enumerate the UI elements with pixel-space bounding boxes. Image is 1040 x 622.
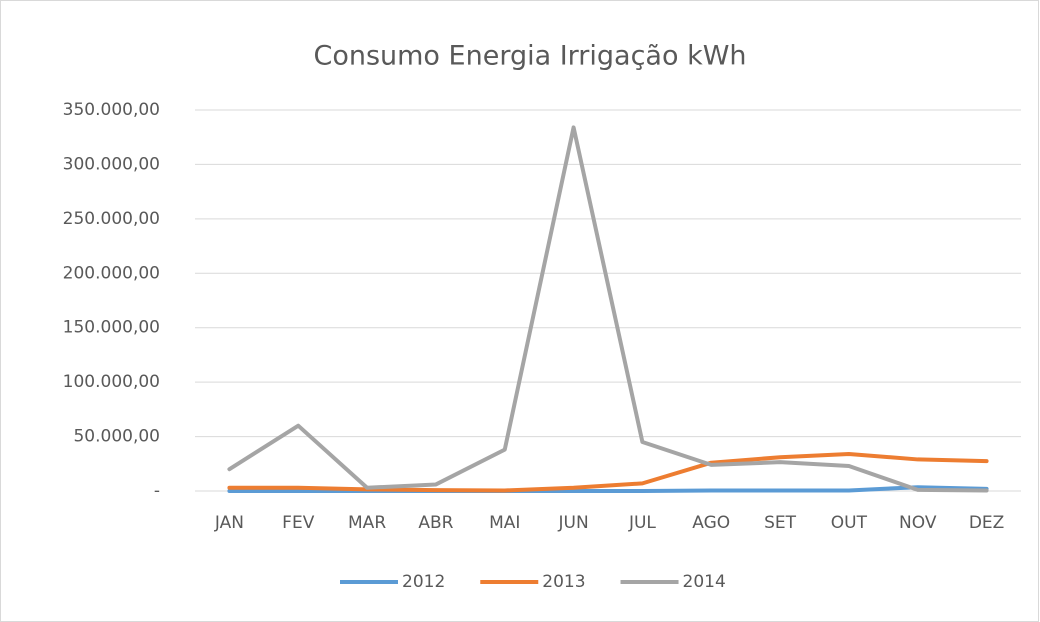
y-tick-label: 300.000,00 (63, 154, 160, 174)
x-tick-label: MAI (489, 513, 520, 533)
y-tick-label: 100.000,00 (63, 372, 160, 392)
x-tick-label: ABR (418, 513, 453, 533)
series-line (227, 125, 989, 493)
y-tick-label: 50.000,00 (73, 427, 160, 447)
x-tick-label: JUL (628, 513, 656, 533)
x-tick-label: MAR (348, 513, 386, 533)
x-tick-label: SET (764, 513, 797, 533)
y-tick-label: 150.000,00 (63, 318, 160, 338)
y-tick-label: 250.000,00 (63, 209, 160, 229)
y-tick-label: 350.000,00 (63, 100, 160, 120)
legend-label: 2013 (542, 572, 585, 592)
series-line (227, 451, 989, 493)
chart-title: Consumo Energia Irrigação kWh (313, 41, 746, 72)
x-tick-label: JUN (557, 513, 588, 533)
x-tick-label: DEZ (969, 513, 1004, 533)
x-tick-label: FEV (282, 513, 315, 533)
x-tick-label: JAN (214, 513, 244, 533)
y-tick-label: 200.000,00 (63, 263, 160, 283)
x-tick-label: OUT (831, 513, 868, 533)
y-tick-label: - (154, 481, 160, 501)
legend-label: 2014 (683, 572, 726, 592)
x-tick-label: AGO (692, 513, 730, 533)
legend-label: 2012 (402, 572, 445, 592)
x-tick-label: NOV (899, 513, 937, 533)
